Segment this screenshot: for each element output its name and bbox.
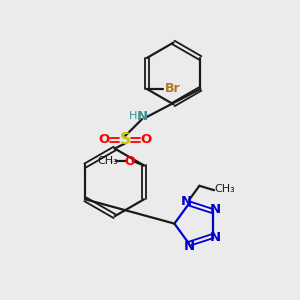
Text: N: N [136,110,148,123]
Text: N: N [181,196,192,208]
Text: CH₃: CH₃ [214,184,235,194]
Text: N: N [210,231,221,244]
Text: H: H [129,111,137,121]
Text: CH₃: CH₃ [98,156,118,166]
Text: O: O [99,133,110,146]
Text: methoxy: methoxy [110,160,116,162]
Text: O: O [124,154,135,167]
Text: O: O [140,133,151,146]
Text: Br: Br [164,82,180,95]
Text: N: N [210,203,221,216]
Text: S: S [119,132,130,147]
Text: N: N [184,240,195,253]
